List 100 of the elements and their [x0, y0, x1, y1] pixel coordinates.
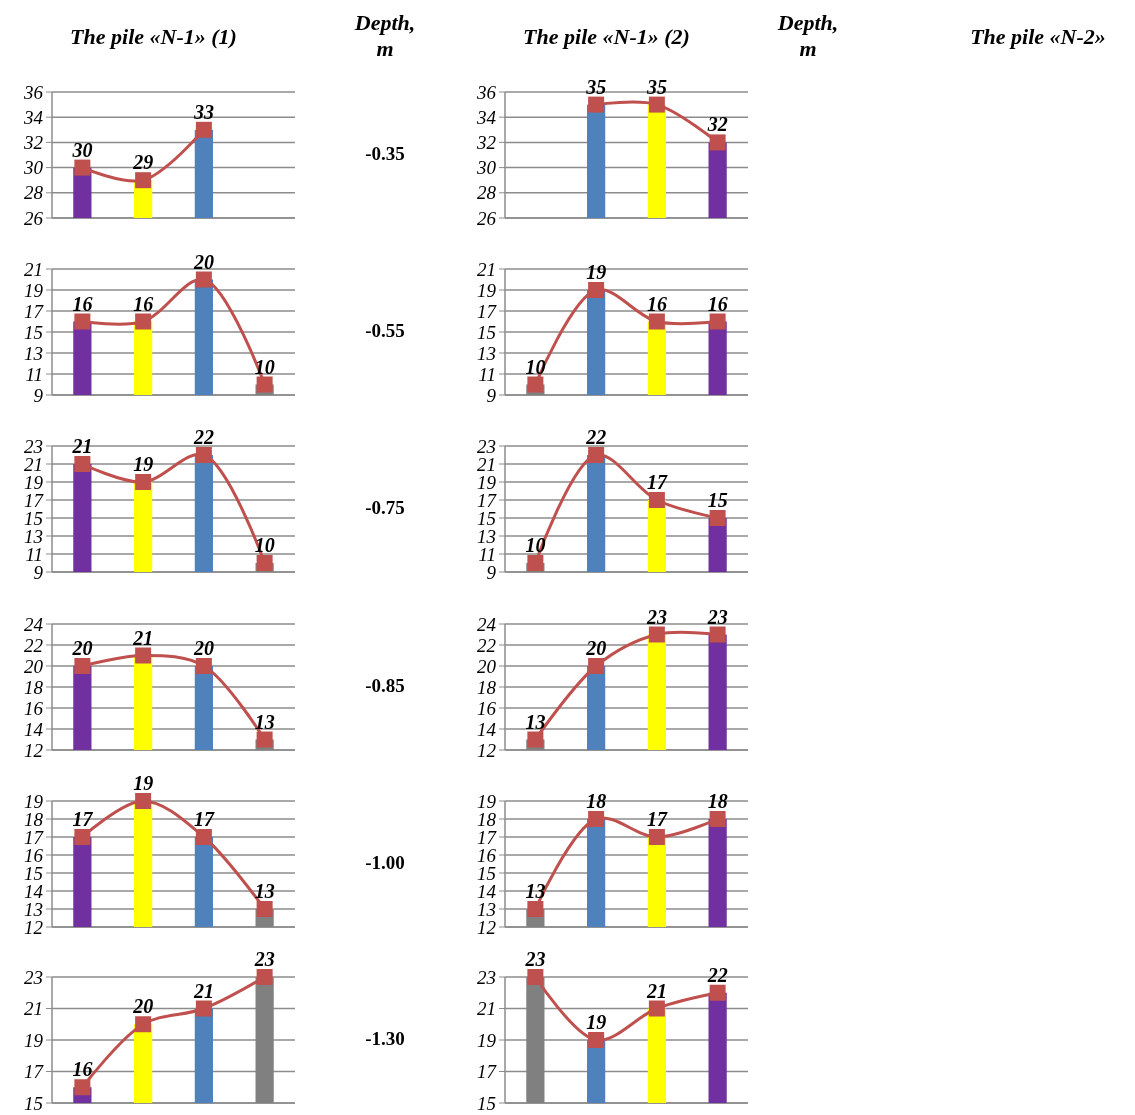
y-tick-label: 36 — [23, 81, 44, 103]
point — [527, 555, 544, 571]
y-tick-label: 19 — [477, 279, 497, 301]
point — [256, 731, 273, 748]
data-label: 23 — [253, 948, 275, 970]
data-label: 16 — [133, 292, 154, 315]
data-label: 13 — [254, 710, 275, 733]
y-tick-label: 23 — [477, 966, 496, 988]
point — [709, 510, 726, 526]
y-tick-label: 21 — [24, 258, 43, 280]
text: -0.85 — [365, 675, 405, 696]
y-tick-label: 23 — [24, 966, 43, 988]
point — [135, 647, 152, 664]
data-label: 21 — [132, 626, 154, 649]
data-label: 30 — [71, 138, 93, 161]
data-label: 21 — [192, 979, 214, 1002]
data-label: 22 — [585, 426, 607, 448]
data-label: 16 — [707, 292, 728, 315]
y-tick-label: 19 — [24, 279, 44, 301]
data-label: 17 — [646, 808, 668, 830]
y-tick-label: 34 — [23, 106, 44, 128]
y-tick-label: 16 — [24, 697, 44, 719]
point — [256, 969, 273, 985]
data-label: 21 — [71, 435, 93, 457]
chart-title: The pile «N-1» (2) — [523, 24, 690, 49]
data-label: 17 — [72, 808, 94, 830]
point — [256, 555, 273, 571]
data-label: 35 — [585, 75, 607, 98]
y-tick-label: 15 — [24, 321, 43, 343]
y-tick-label: 30 — [23, 157, 44, 179]
text: -0.35 — [365, 143, 405, 164]
point — [709, 626, 726, 643]
text: -1.30 — [365, 1028, 405, 1049]
data-label: 35 — [645, 75, 667, 98]
point — [648, 626, 665, 643]
point — [709, 811, 726, 827]
y-tick-label: 11 — [25, 363, 43, 385]
point — [195, 829, 212, 845]
y-tick-label: 19 — [24, 1029, 44, 1051]
point — [195, 1000, 212, 1017]
y-tick-label: 21 — [477, 998, 496, 1020]
data-label: 20 — [192, 250, 214, 273]
y-tick-label: 13 — [24, 342, 43, 364]
y-tick-label: 19 — [477, 1029, 497, 1051]
point — [135, 793, 152, 809]
y-tick-label: 12 — [24, 739, 44, 761]
data-label: 13 — [525, 710, 546, 733]
y-tick-label: 24 — [24, 613, 44, 635]
y-tick-label: 28 — [24, 182, 44, 204]
point — [648, 1000, 665, 1017]
y-tick-label: 26 — [477, 207, 497, 229]
text: -0.55 — [365, 320, 405, 341]
text: -1.00 — [365, 852, 405, 873]
point — [588, 1032, 605, 1048]
data-label: 23 — [645, 605, 667, 628]
y-tick-label: 12 — [477, 739, 497, 761]
data-label: 17 — [193, 808, 215, 830]
point — [195, 271, 212, 288]
data-label: 20 — [71, 637, 93, 659]
point — [588, 811, 605, 827]
data-label: 19 — [586, 261, 607, 283]
y-tick-label: 18 — [24, 676, 44, 698]
y-tick-label: 20 — [24, 655, 44, 677]
y-tick-label: 15 — [477, 321, 496, 343]
y-tick-label: 9 — [33, 384, 44, 406]
text: Depth, m — [353, 10, 416, 61]
y-tick-label: 17 — [477, 300, 498, 322]
point — [648, 492, 665, 508]
data-label: 13 — [254, 880, 275, 902]
point — [648, 829, 665, 845]
data-label: 18 — [586, 790, 607, 812]
point — [74, 456, 91, 472]
y-tick-label: 16 — [477, 697, 497, 719]
y-tick-label: 22 — [477, 634, 497, 656]
chart-title: The pile «N-1» (1) — [70, 24, 237, 49]
data-label: 22 — [192, 426, 214, 448]
point — [527, 731, 544, 748]
point — [195, 658, 212, 674]
y-tick-label: 13 — [477, 342, 496, 364]
point — [256, 901, 273, 917]
point — [588, 282, 605, 298]
y-tick-label: 15 — [24, 1092, 43, 1114]
y-tick-label: 14 — [24, 718, 44, 740]
data-label: 19 — [133, 772, 154, 794]
y-tick-label: 9 — [486, 384, 497, 406]
y-tick-label: 36 — [476, 81, 497, 103]
data-label: 21 — [645, 979, 667, 1002]
y-tick-label: 26 — [24, 207, 44, 229]
data-label: 20 — [585, 637, 607, 659]
data-label: 19 — [586, 1011, 607, 1033]
point — [74, 1079, 91, 1096]
text: -0.75 — [365, 497, 405, 518]
point — [74, 829, 91, 845]
data-label: 15 — [707, 489, 728, 511]
y-tick-label: 21 — [477, 258, 496, 280]
data-label: 23 — [706, 605, 728, 628]
data-label: 16 — [646, 292, 667, 315]
point — [135, 172, 152, 189]
y-tick-label: 21 — [24, 998, 43, 1020]
data-label: 33 — [192, 100, 214, 123]
